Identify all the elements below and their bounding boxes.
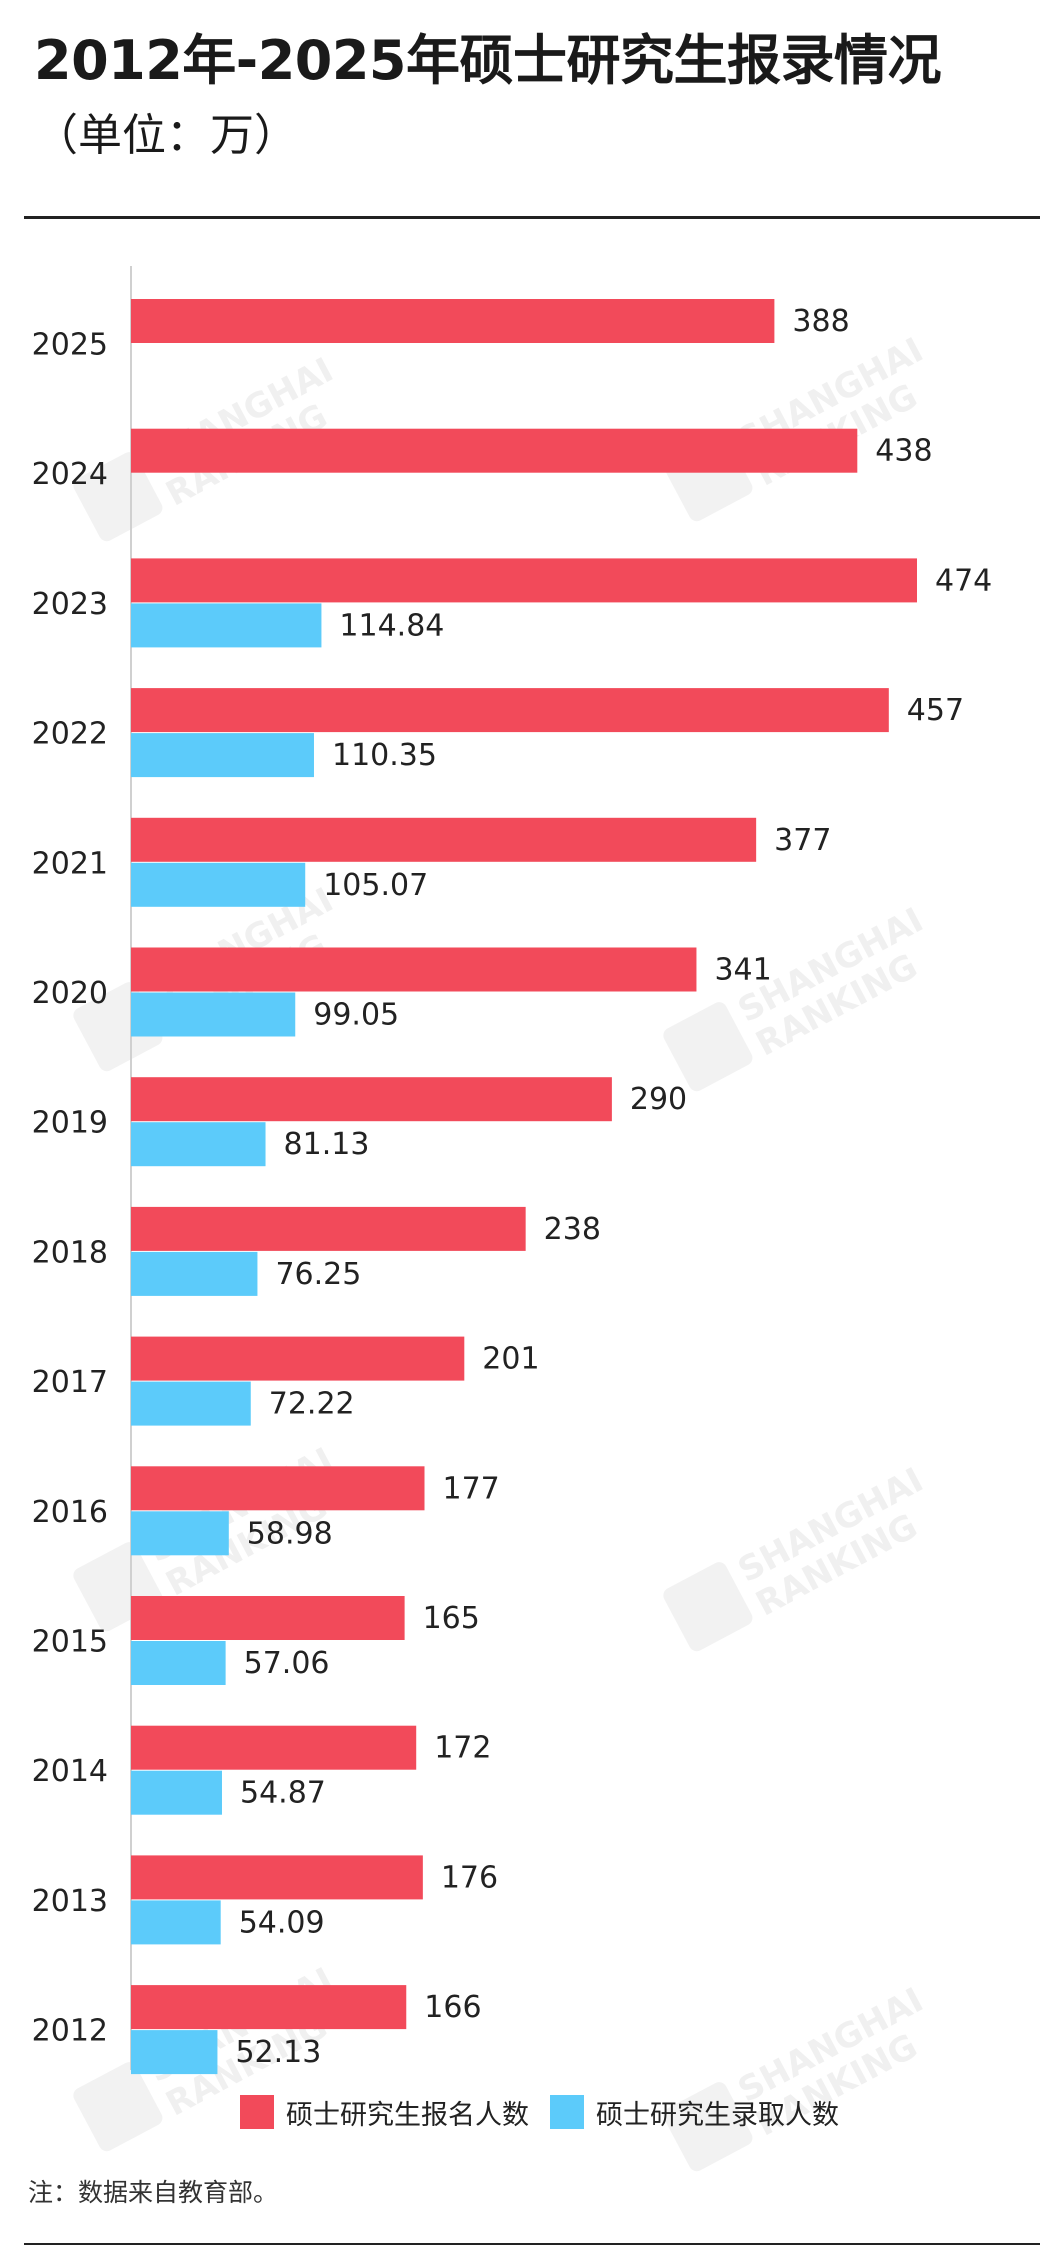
y-tick-label-2014: 2014	[32, 1754, 108, 1789]
value-label-applicants-2019: 290	[630, 1082, 687, 1117]
value-label-admitted-2017: 72.22	[269, 1387, 355, 1422]
value-label-applicants-2022: 457	[907, 693, 964, 728]
legend-label-admitted: 硕士研究生录取人数	[596, 2099, 839, 2131]
y-tick-label-2021: 2021	[32, 846, 108, 881]
bar-group: 2025 388 2024 438 2023 474 114.84 2022 457 110.35…	[32, 299, 992, 2075]
value-label-applicants-2013: 176	[441, 1860, 498, 1895]
bar-applicants-2022	[131, 688, 889, 733]
y-tick-label-2012: 2012	[32, 2014, 108, 2049]
y-tick-label-2015: 2015	[32, 1625, 108, 1660]
legend-label-applicants: 硕士研究生报名人数	[286, 2099, 529, 2131]
legend-item-admissions: 硕士研究生录取人数	[550, 2093, 839, 2131]
y-tick-label-2016: 2016	[32, 1495, 108, 1530]
value-label-admitted-2018: 76.25	[275, 1257, 361, 1292]
legend-swatch-admitted	[550, 2095, 584, 2129]
value-label-applicants-2012: 166	[424, 1990, 481, 2025]
value-label-applicants-2023: 474	[935, 563, 992, 598]
bar-admitted-2017	[131, 1381, 251, 1426]
value-label-applicants-2021: 377	[774, 823, 831, 858]
y-tick-label-2018: 2018	[32, 1235, 108, 1270]
y-tick-label-2019: 2019	[32, 1106, 108, 1141]
y-tick-label-2025: 2025	[32, 328, 108, 363]
value-label-applicants-2014: 172	[434, 1731, 491, 1766]
bar-applicants-2023	[131, 558, 917, 603]
bar-admitted-2016	[131, 1511, 229, 1556]
watermark-logo-mark	[663, 1002, 753, 1092]
top-divider	[24, 216, 1040, 219]
bar-admitted-2013	[131, 1900, 221, 1945]
bar-applicants-2018	[131, 1206, 526, 1251]
legend-swatch-applicants	[240, 2095, 274, 2129]
value-label-applicants-2020: 341	[714, 953, 771, 988]
y-tick-label-2023: 2023	[32, 587, 108, 622]
bar-admitted-2021	[131, 862, 306, 907]
bar-admitted-2020	[131, 992, 296, 1037]
y-tick-label-2013: 2013	[32, 1884, 108, 1919]
bar-applicants-2025	[131, 299, 775, 343]
bar-admitted-2014	[131, 1770, 222, 1815]
y-tick-label-2020: 2020	[32, 976, 108, 1011]
value-label-applicants-2016: 177	[443, 1471, 500, 1506]
bar-admitted-2022	[131, 733, 314, 778]
value-label-admitted-2021: 105.07	[323, 868, 428, 903]
value-label-applicants-2017: 201	[482, 1342, 539, 1377]
watermark-logo-mark	[663, 2082, 753, 2172]
bar-applicants-2017	[131, 1336, 465, 1381]
value-label-admitted-2016: 58.98	[247, 1516, 333, 1551]
source-footnote: 注：数据来自教育部。	[28, 2178, 279, 2207]
bar-applicants-2013	[131, 1855, 423, 1900]
y-tick-label-2022: 2022	[32, 717, 108, 752]
bar-applicants-2015	[131, 1596, 405, 1640]
legend-item-enrollment: 硕士研究生报名人数	[240, 2093, 529, 2131]
bar-admitted-2019	[131, 1122, 266, 1167]
bar-applicants-2014	[131, 1725, 417, 1770]
bar-applicants-2021	[131, 817, 757, 862]
value-label-applicants-2018: 238	[544, 1212, 601, 1247]
value-label-admitted-2014: 54.87	[240, 1776, 326, 1811]
bar-admitted-2015	[131, 1641, 226, 1685]
bar-applicants-2012	[131, 1985, 407, 2030]
bar-applicants-2020	[131, 947, 697, 992]
value-label-admitted-2023: 114.84	[339, 608, 444, 643]
value-label-admitted-2022: 110.35	[332, 738, 437, 773]
value-label-admitted-2012: 52.13	[235, 2035, 321, 2070]
y-tick-label-2017: 2017	[32, 1365, 108, 1400]
bar-applicants-2016	[131, 1466, 425, 1511]
chart-subtitle: （单位：万）	[34, 110, 298, 161]
chart-title: 2012年-2025年硕士研究生报录情况	[34, 29, 942, 92]
bar-applicants-2019	[131, 1077, 612, 1122]
bar-applicants-2024	[131, 428, 858, 473]
bar-admitted-2018	[131, 1251, 258, 1296]
value-label-applicants-2015: 165	[423, 1601, 480, 1636]
bar-admitted-2012	[131, 2030, 218, 2075]
bar-admitted-2023	[131, 603, 322, 648]
value-label-admitted-2015: 57.06	[244, 1646, 330, 1681]
bottom-divider	[24, 2243, 1040, 2245]
watermark-logo-mark	[73, 452, 163, 542]
y-tick-label-2024: 2024	[32, 457, 108, 492]
watermark-logo-mark	[73, 2062, 163, 2152]
value-label-admitted-2020: 99.05	[313, 998, 399, 1033]
value-label-applicants-2024: 438	[875, 434, 932, 469]
value-label-admitted-2013: 54.09	[239, 1905, 325, 1940]
value-label-applicants-2025: 388	[792, 304, 849, 339]
watermark-logo-mark	[663, 1562, 753, 1652]
value-label-admitted-2019: 81.13	[284, 1127, 370, 1162]
